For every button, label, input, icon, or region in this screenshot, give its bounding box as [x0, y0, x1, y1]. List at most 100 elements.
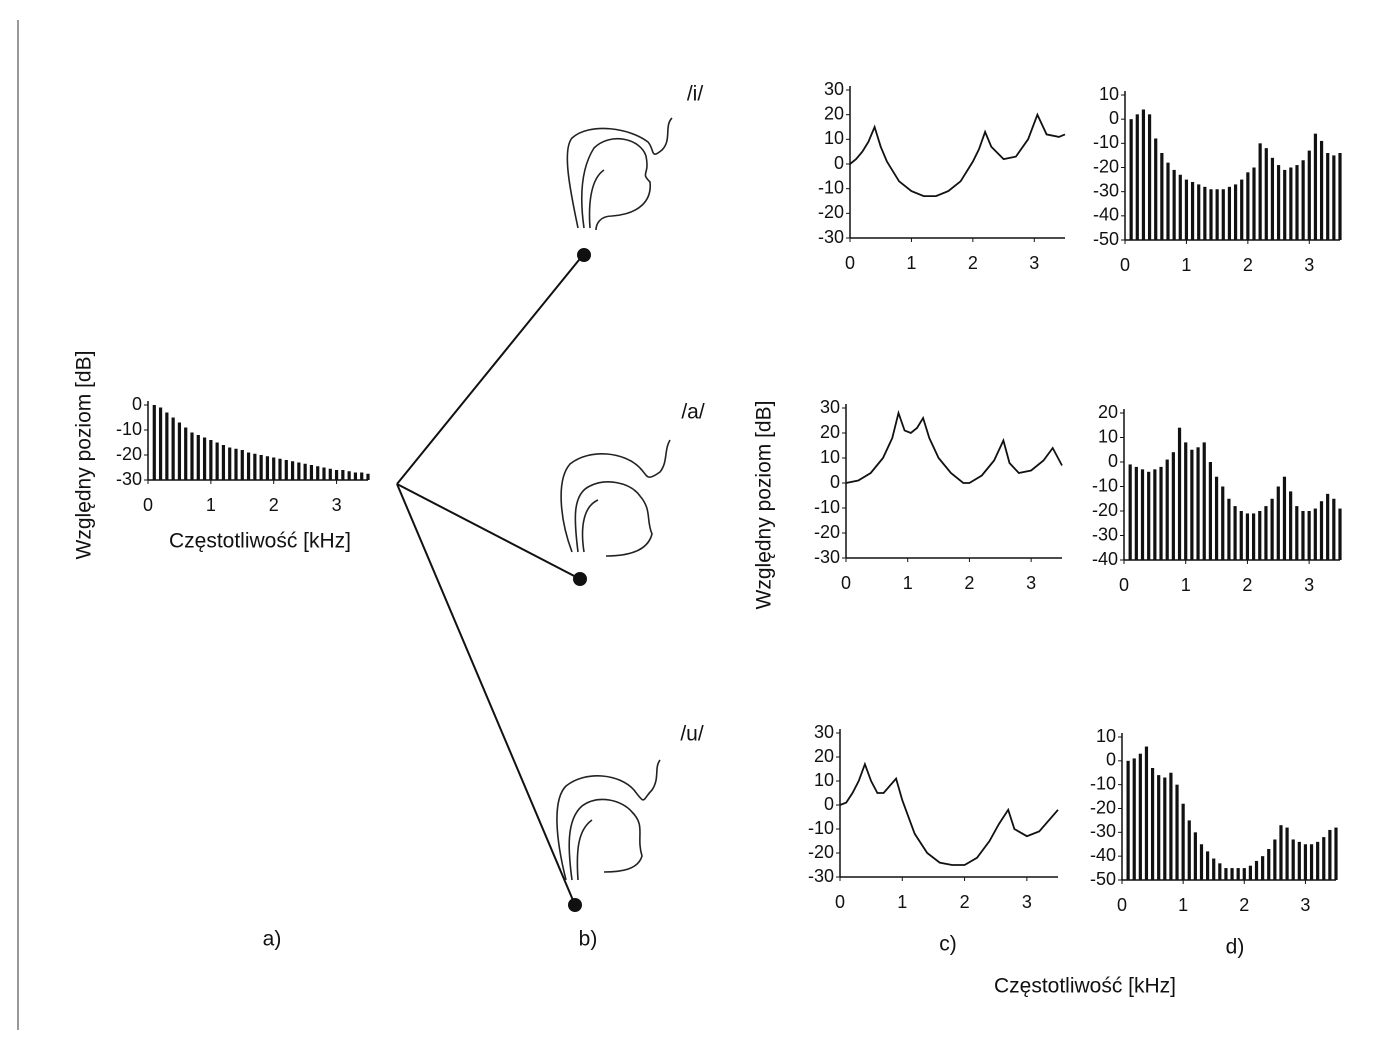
bar: [1202, 442, 1206, 560]
y-tick-label: 0: [824, 794, 834, 814]
vocal-tract-sketch: [556, 759, 661, 881]
y-tick-label: -40: [1090, 845, 1116, 865]
bar: [165, 412, 169, 480]
bar: [1276, 165, 1281, 240]
y-tick-label: -30: [116, 469, 142, 489]
bar: [1230, 868, 1234, 880]
x-tick-label: 2: [1239, 895, 1249, 915]
bar: [1154, 138, 1158, 240]
bar: [1334, 827, 1338, 880]
x-tick-label: 1: [1178, 895, 1188, 915]
bar: [1291, 839, 1295, 880]
bar: [1184, 442, 1188, 560]
bar: [1303, 844, 1308, 880]
bar: [1193, 832, 1197, 880]
bar: [1166, 162, 1170, 240]
bar: [202, 437, 207, 480]
y-tick-label: 10: [814, 770, 834, 790]
bar: [1307, 511, 1311, 560]
bar: [347, 471, 351, 480]
bar: [1282, 476, 1287, 560]
y-tick-label: -20: [1093, 156, 1119, 176]
y-tick-label: -10: [814, 497, 840, 517]
vowel-label: /a/: [681, 401, 705, 424]
y-tick-label: -10: [1093, 132, 1119, 152]
bar: [246, 452, 251, 480]
bar: [1171, 452, 1175, 560]
bar: [1270, 157, 1275, 240]
y-tick-label: -30: [808, 866, 834, 886]
bar: [1147, 114, 1152, 240]
source-tract-diagram: [396, 248, 591, 912]
bar: [1248, 865, 1252, 880]
x-tick-label: 0: [1119, 575, 1129, 595]
y-tick-label: 10: [1098, 426, 1118, 446]
bar: [1319, 140, 1324, 240]
bar: [1264, 148, 1268, 240]
bar: [1140, 469, 1145, 560]
bar: [1289, 167, 1293, 240]
bar: [272, 457, 276, 480]
y-tick-label: -10: [818, 177, 844, 197]
bar: [1224, 868, 1228, 880]
bar: [158, 407, 163, 480]
vowel-label: /i/: [687, 83, 704, 106]
bar: [215, 442, 219, 480]
bar: [1221, 486, 1225, 560]
bar: [1187, 820, 1191, 880]
bar: [1264, 506, 1268, 560]
y-tick-label: -50: [1093, 229, 1119, 249]
y-tick-label: 0: [132, 394, 142, 414]
bar: [1181, 803, 1185, 880]
bar: [1178, 174, 1182, 240]
x-axis-label: Częstotliwość [kHz]: [169, 530, 351, 553]
bar: [1135, 114, 1139, 240]
bar: [1233, 506, 1237, 560]
x-tick-label: 3: [1022, 892, 1032, 912]
y-tick-label: 10: [820, 447, 840, 467]
bar: [1252, 513, 1256, 560]
y-tick-label: 0: [1108, 451, 1118, 471]
bar: [1215, 189, 1219, 240]
bar: [1258, 511, 1262, 560]
bar: [1270, 498, 1274, 560]
bar: [1147, 471, 1151, 560]
x-tick-label: 2: [1242, 575, 1252, 595]
vocal-tract-sketch: [566, 117, 673, 231]
caption: d): [1226, 936, 1245, 959]
x-tick-label: 2: [968, 253, 978, 273]
y-tick-label: 20: [820, 422, 840, 442]
bar: [1172, 169, 1176, 240]
bar: [1197, 184, 1201, 240]
bar: [1206, 851, 1210, 880]
connector: [396, 254, 584, 485]
bar: [1190, 182, 1195, 240]
y-tick-label: 10: [824, 128, 844, 148]
x-tick-label: 1: [903, 573, 913, 593]
y-tick-label: -20: [1092, 500, 1118, 520]
glottis-dot: [573, 572, 587, 586]
x-tick-label: 2: [960, 892, 970, 912]
y-tick-label: 0: [830, 472, 840, 492]
bar: [1316, 841, 1320, 880]
glottis-dot: [568, 898, 582, 912]
bar: [1261, 856, 1265, 880]
bar: [1227, 186, 1232, 240]
bar: [1157, 775, 1161, 880]
y-axis-label: Względny poziom [dB]: [73, 351, 96, 560]
x-tick-label: 3: [332, 495, 342, 515]
glottis-dot: [577, 248, 591, 262]
bar: [1214, 476, 1219, 560]
connector: [396, 483, 576, 906]
bar: [1252, 167, 1256, 240]
x-tick-label: 3: [1026, 573, 1036, 593]
y-tick-label: -40: [1092, 549, 1118, 569]
y-tick-label: 10: [1096, 726, 1116, 746]
bar: [1163, 777, 1167, 880]
bar: [1190, 449, 1194, 560]
bar: [1289, 491, 1293, 560]
bar: [1126, 760, 1130, 880]
y-tick-label: -10: [1090, 773, 1116, 793]
bar: [1128, 464, 1132, 560]
